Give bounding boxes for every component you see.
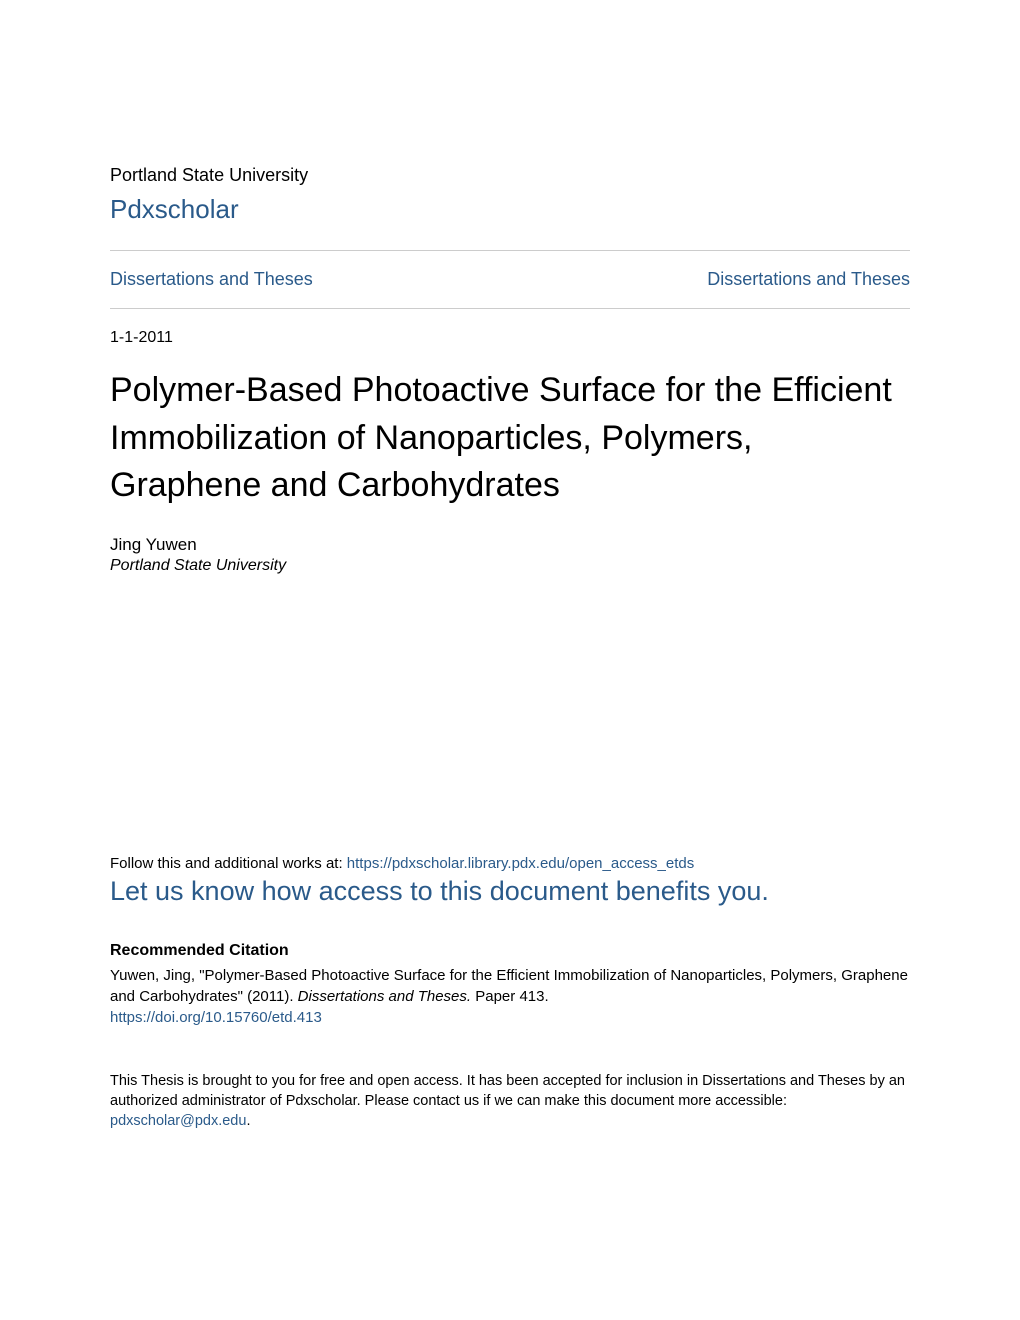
publication-date: 1-1-2011 <box>110 329 910 347</box>
repository-link[interactable]: Pdxscholar <box>110 194 910 225</box>
footer-text: This Thesis is brought to you for free a… <box>110 1071 910 1132</box>
follow-line: Follow this and additional works at: htt… <box>110 855 910 872</box>
citation-heading: Recommended Citation <box>110 942 910 960</box>
follow-url-link[interactable]: https://pdxscholar.library.pdx.edu/open_… <box>347 855 694 872</box>
document-title: Polymer-Based Photoactive Surface for th… <box>110 367 910 510</box>
university-name: Portland State University <box>110 165 910 186</box>
footer-part2: . <box>246 1113 250 1129</box>
benefits-link[interactable]: Let us know how access to this document … <box>110 876 910 907</box>
nav-link-right[interactable]: Dissertations and Theses <box>707 269 910 290</box>
footer-email-link[interactable]: pdxscholar@pdx.edu <box>110 1113 246 1129</box>
author-affiliation: Portland State University <box>110 557 910 575</box>
citation-text: Yuwen, Jing, "Polymer-Based Photoactive … <box>110 965 910 1007</box>
citation-italic: Dissertations and Theses. <box>298 988 471 1005</box>
doi-link[interactable]: https://doi.org/10.15760/etd.413 <box>110 1009 910 1026</box>
nav-link-left[interactable]: Dissertations and Theses <box>110 269 313 290</box>
citation-part2: Paper 413. <box>471 988 549 1005</box>
footer-part1: This Thesis is brought to you for free a… <box>110 1073 905 1109</box>
nav-row: Dissertations and Theses Dissertations a… <box>110 250 910 309</box>
follow-prefix: Follow this and additional works at: <box>110 855 347 872</box>
author-name: Jing Yuwen <box>110 535 910 555</box>
content-spacer <box>110 575 910 855</box>
